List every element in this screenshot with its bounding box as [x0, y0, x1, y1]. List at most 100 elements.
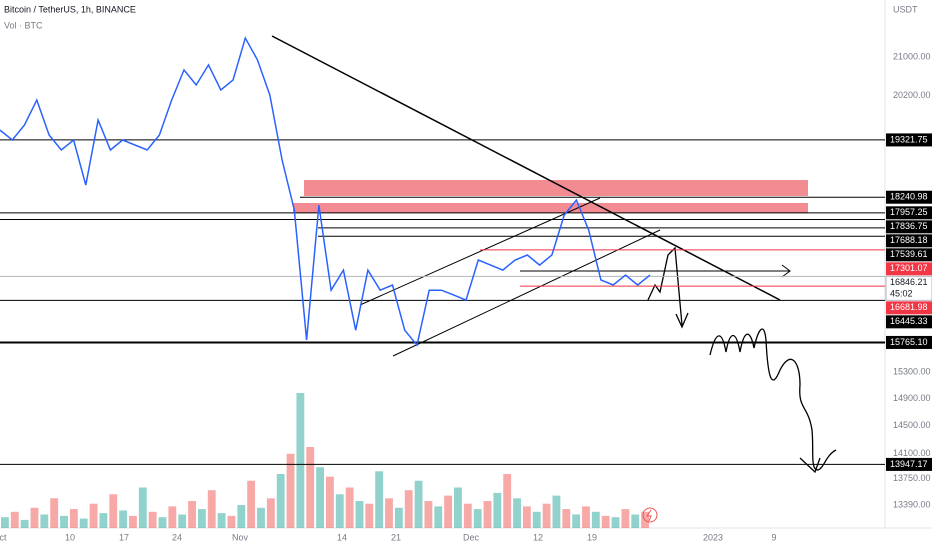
level-label-bg	[886, 248, 932, 262]
volume-bar	[20, 519, 29, 528]
price-line	[0, 36, 651, 347]
y-tick-label: 14500.00	[893, 420, 931, 430]
volume-bar	[247, 480, 256, 528]
x-tick-label: 10	[65, 532, 75, 542]
level-label: 13947.17	[890, 459, 928, 469]
volume-bar	[473, 509, 482, 528]
projection	[709, 328, 837, 471]
volume-bar	[286, 453, 295, 528]
level-label: 16445.33	[890, 316, 928, 326]
level-label-bg	[886, 335, 932, 349]
volume-bar	[178, 514, 187, 528]
volume-bar	[621, 509, 630, 528]
x-tick-label: Nov	[232, 532, 249, 542]
level-label: 17957.25	[890, 207, 928, 217]
volume-bar	[237, 505, 246, 528]
volume-bar	[463, 503, 472, 528]
x-tick-label: 2023	[703, 532, 723, 542]
level-label-bg	[886, 315, 932, 329]
arrow	[520, 264, 791, 278]
volume-bar	[217, 513, 226, 528]
level-label-bg	[886, 190, 932, 204]
level-label: 17836.75	[890, 221, 928, 231]
volume-bar	[434, 506, 443, 528]
y-tick-label: 21000.00	[893, 51, 931, 61]
chart-title: Bitcoin / TetherUS, 1h, BINANCE	[4, 4, 136, 14]
x-tick-label: 21	[391, 532, 401, 542]
zone	[293, 203, 808, 213]
x-tick-label: 14	[337, 532, 347, 542]
volume-bar	[582, 506, 590, 528]
y-tick-label: 13750.00	[893, 473, 931, 483]
level-label: 19321.75	[890, 134, 928, 144]
volume-bar	[197, 509, 206, 528]
volume-bar	[513, 498, 521, 528]
volume-bar	[276, 474, 285, 528]
volume-bar	[394, 507, 403, 528]
channel-line	[359, 197, 601, 306]
volume-bar	[601, 515, 610, 528]
level-label: 15765.10	[890, 337, 928, 347]
volume-bar	[542, 503, 551, 528]
volume-bar	[99, 513, 108, 528]
x-tick-label: 9	[771, 532, 776, 542]
x-tick-label: Dec	[463, 532, 480, 542]
level-label: 18240.98	[890, 192, 928, 202]
volume-bar	[365, 503, 374, 528]
volume-bar	[168, 506, 177, 528]
volume-bar	[30, 507, 39, 528]
volume-bar	[493, 492, 502, 528]
volume-bar	[375, 471, 384, 528]
volume-bar	[444, 495, 453, 528]
x-tick-label: 24	[172, 532, 182, 542]
volume-bar	[207, 490, 216, 528]
volume-bar	[50, 498, 59, 528]
volume-bar	[306, 447, 315, 528]
countdown: 45:02	[890, 289, 913, 299]
level-label: 17539.61	[890, 249, 928, 259]
level-label-bg	[885, 275, 932, 301]
x-tick-label: 17	[119, 532, 129, 542]
volume-bar	[335, 494, 344, 528]
volume-bar	[454, 487, 462, 528]
level-label-bg	[886, 206, 932, 220]
x-tick-label: 19	[587, 532, 597, 542]
level-label-bg	[886, 457, 932, 471]
volume-bar	[109, 494, 118, 528]
subtitle: Vol · BTC	[4, 20, 43, 30]
volume-bar	[611, 517, 620, 528]
zone	[304, 180, 808, 196]
trendline	[271, 35, 781, 301]
arrow	[647, 246, 689, 329]
volume-bar	[266, 498, 275, 528]
volume-bar	[552, 495, 561, 528]
level-label-bg	[886, 220, 932, 234]
volume-bar	[138, 487, 147, 528]
x-tick-label: ct	[0, 532, 7, 542]
arrow-head	[799, 457, 821, 474]
volume-bar	[60, 515, 68, 528]
y-tick-label: 15300.00	[893, 367, 931, 377]
volume-bar	[424, 501, 433, 528]
level-label-bg	[886, 301, 932, 315]
volume-bar	[483, 501, 492, 528]
volume-bar	[414, 480, 423, 528]
volume-bar	[89, 503, 98, 528]
volume-bar	[355, 501, 364, 528]
y-tick-label: 20200.00	[893, 90, 931, 100]
level-label-bg	[886, 133, 932, 147]
volume-bar	[326, 476, 334, 528]
channel-line	[392, 229, 661, 357]
level-label: 16681.98	[890, 302, 928, 312]
y-tick-label: 13390.00	[893, 499, 931, 509]
volume-bar	[532, 511, 541, 528]
drawings	[271, 35, 837, 523]
volume-bar	[79, 518, 88, 528]
currency: USDT	[893, 4, 918, 14]
volume-bar	[562, 509, 571, 528]
volume-bar	[572, 514, 581, 528]
volume-bar	[188, 501, 196, 528]
level-label-bg	[886, 262, 932, 276]
